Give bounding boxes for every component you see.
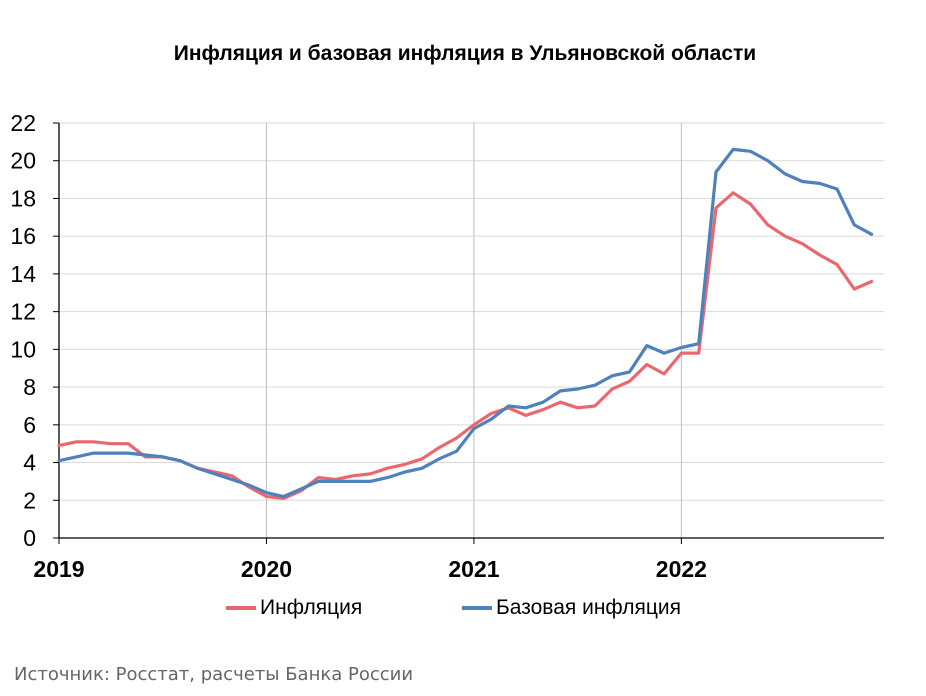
- y-tick-label: 12: [10, 299, 36, 325]
- legend-item-core-inflation: Базовая инфляция: [462, 596, 681, 620]
- legend: Инфляция Базовая инфляция: [0, 596, 926, 630]
- legend-swatch-core-inflation: [462, 606, 492, 610]
- x-tick-label: 2019: [33, 556, 84, 582]
- x-tick-label: 2022: [656, 556, 707, 582]
- y-tick-label: 8: [23, 374, 36, 400]
- y-tick-label: 20: [10, 148, 36, 174]
- legend-label-inflation: Инфляция: [260, 596, 363, 619]
- series-lines: [57, 147, 874, 500]
- legend-swatch-inflation: [226, 606, 256, 610]
- y-tick-label: 16: [10, 223, 36, 249]
- axes: [53, 122, 884, 544]
- y-tick-label: 0: [23, 525, 36, 551]
- y-tick-labels: 0 2 4 6 8 10 12 14 16 18 20 22: [10, 110, 36, 551]
- y-tick-label: 6: [23, 412, 36, 438]
- x-tick-label: 2021: [448, 556, 499, 582]
- series-line-core-inflation: [57, 147, 874, 499]
- y-tick-label: 22: [10, 110, 36, 136]
- legend-label-core-inflation: Базовая инфляция: [496, 596, 682, 619]
- y-tick-label: 4: [23, 450, 36, 476]
- y-tick-label: 18: [10, 185, 36, 211]
- x-tick-labels: 2019 2020 2021 2022: [33, 556, 707, 582]
- y-tick-label: 14: [10, 261, 36, 287]
- x-tick-label: 2020: [241, 556, 292, 582]
- y-tick-label: 10: [10, 336, 36, 362]
- series-line-inflation: [57, 191, 874, 500]
- chart-title: Инфляция и базовая инфляция в Ульяновско…: [173, 42, 757, 65]
- grid-lines: [59, 122, 884, 538]
- legend-item-inflation: Инфляция: [226, 596, 362, 620]
- source-note: Источник: Росстат, расчеты Банка России: [14, 664, 414, 685]
- y-tick-label: 2: [23, 487, 36, 513]
